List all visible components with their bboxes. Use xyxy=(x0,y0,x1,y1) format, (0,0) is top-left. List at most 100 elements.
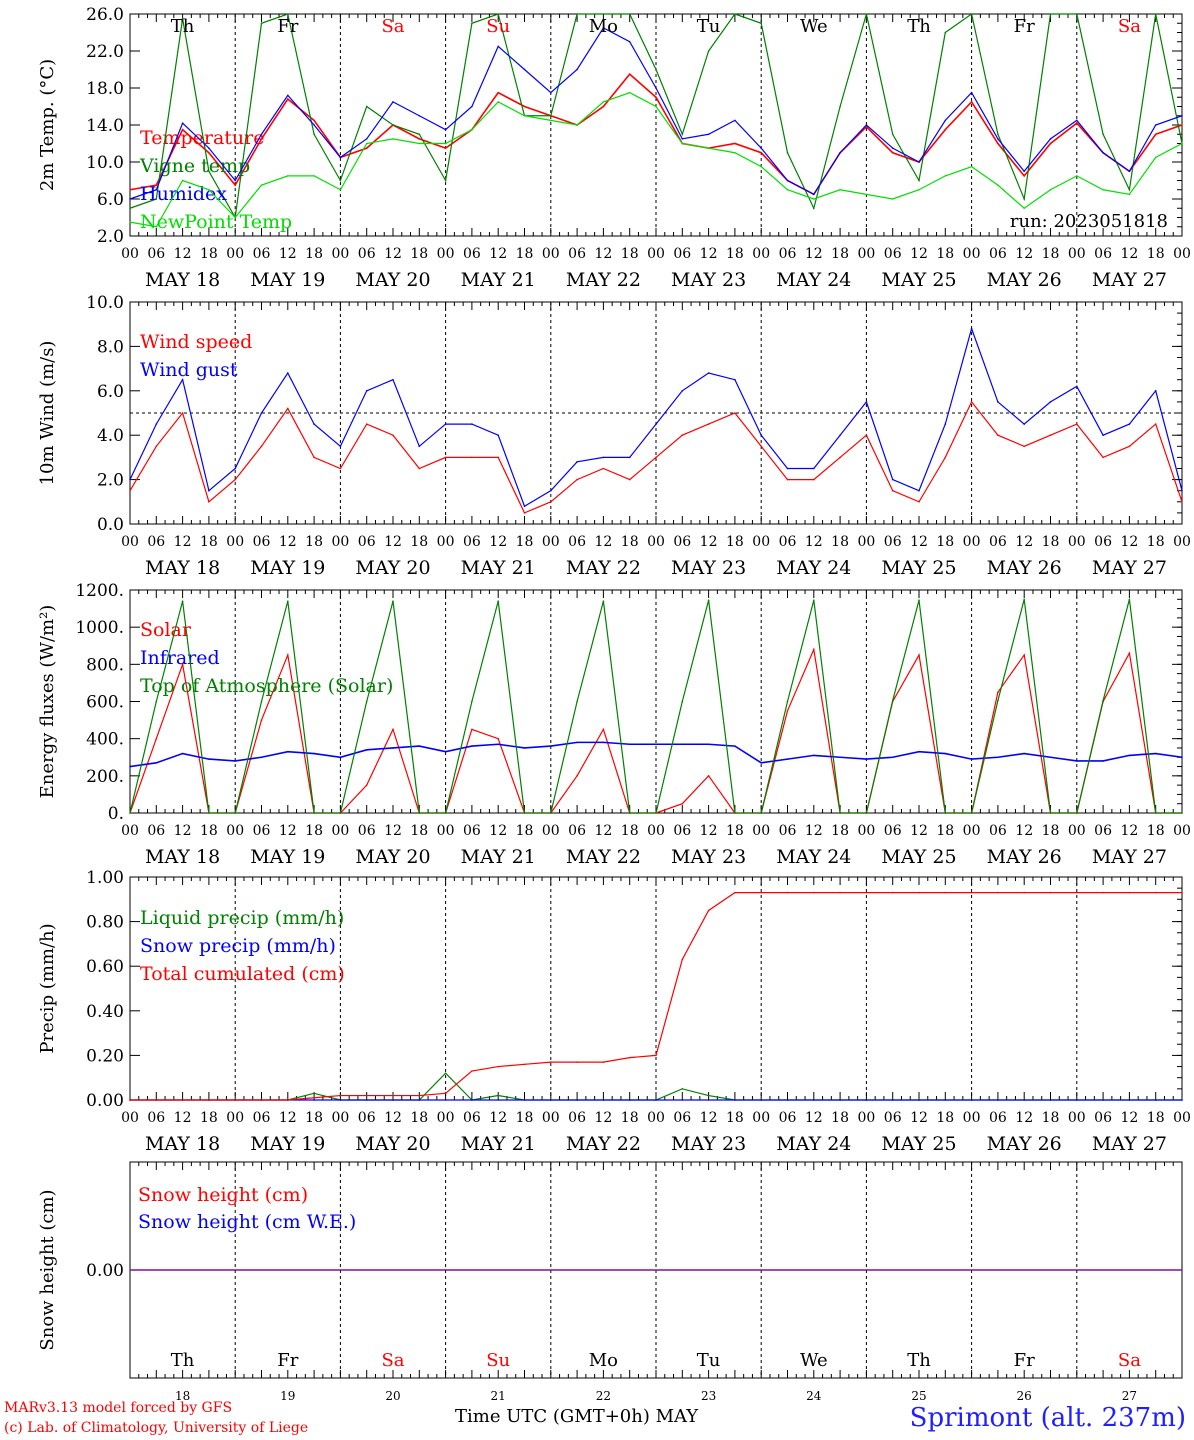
data-point xyxy=(1154,752,1157,755)
data-point xyxy=(918,161,920,163)
data-point xyxy=(786,891,789,894)
data-point xyxy=(1154,1099,1157,1101)
data-point xyxy=(813,891,815,894)
data-point xyxy=(1049,142,1052,145)
weekday-label: Tu xyxy=(697,1350,721,1371)
data-point xyxy=(813,478,815,481)
data-point xyxy=(181,128,184,131)
data-point xyxy=(707,50,710,52)
date-label: MAY 20 xyxy=(355,557,430,579)
data-point xyxy=(760,22,762,25)
hour-tick-label: 06 xyxy=(884,534,902,550)
hour-tick-label: 00 xyxy=(542,534,560,550)
hour-tick-label: 12 xyxy=(384,823,402,839)
data-point xyxy=(734,142,736,145)
data-point xyxy=(1023,170,1025,173)
data-point xyxy=(786,179,789,182)
hour-tick-label: 06 xyxy=(147,246,165,262)
data-point xyxy=(313,119,315,122)
data-point xyxy=(497,456,500,459)
legend-entry: Wind gust xyxy=(140,359,238,381)
data-point xyxy=(181,122,184,124)
data-point xyxy=(287,600,289,602)
hour-tick-label: 12 xyxy=(489,1110,507,1126)
data-point xyxy=(444,1072,447,1075)
day-number-label: 27 xyxy=(1122,1389,1137,1403)
date-label: MAY 20 xyxy=(355,269,430,291)
data-point xyxy=(786,478,789,481)
hour-tick-label: 00 xyxy=(857,1110,875,1126)
data-point xyxy=(891,147,894,149)
y-tick-label: 22.0 xyxy=(86,42,124,62)
data-point xyxy=(997,401,999,403)
legend-entry: Temperature xyxy=(140,127,264,149)
run-annotation: run: 2023051818 xyxy=(1010,211,1168,232)
data-point xyxy=(365,142,368,145)
data-point xyxy=(181,17,184,20)
data-point xyxy=(997,434,999,437)
data-point xyxy=(155,423,158,425)
data-point xyxy=(208,151,210,154)
data-point xyxy=(734,151,736,154)
data-point xyxy=(208,812,210,814)
lab-credit: (c) Lab. of Climatology, University of L… xyxy=(4,1420,309,1436)
data-point xyxy=(550,745,552,747)
data-point xyxy=(1076,423,1078,425)
data-point xyxy=(287,1099,289,1101)
hour-tick-label: 00 xyxy=(331,823,349,839)
data-point xyxy=(313,1092,315,1095)
hour-tick-label: 00 xyxy=(226,246,244,262)
data-point xyxy=(1154,133,1157,136)
data-point xyxy=(418,142,421,145)
data-point xyxy=(1154,13,1157,15)
data-point xyxy=(602,456,605,459)
weekday-label: Sa xyxy=(381,16,404,37)
legend-entry: Vigne temp xyxy=(139,155,250,177)
date-label: MAY 22 xyxy=(566,269,641,291)
data-point xyxy=(681,434,684,437)
data-point xyxy=(339,467,342,470)
data-point xyxy=(1102,434,1104,437)
date-label: MAY 25 xyxy=(881,846,956,868)
data-point xyxy=(576,1099,578,1101)
data-point xyxy=(523,505,526,508)
data-point xyxy=(287,372,289,374)
data-point xyxy=(260,1099,263,1101)
hour-tick-label: 12 xyxy=(489,534,507,550)
data-point xyxy=(786,151,789,154)
data-point xyxy=(313,812,315,814)
data-point xyxy=(865,193,868,196)
data-point xyxy=(129,221,131,223)
data-point xyxy=(1128,598,1131,601)
weekday-label: Tu xyxy=(697,16,721,37)
hour-tick-label: 00 xyxy=(121,1110,139,1126)
data-point xyxy=(655,1054,657,1057)
data-point xyxy=(155,762,158,764)
data-point xyxy=(1023,198,1025,200)
data-point xyxy=(471,700,473,703)
data-point xyxy=(392,124,394,126)
data-point xyxy=(365,147,368,149)
hour-tick-label: 18 xyxy=(305,534,323,550)
data-point xyxy=(129,489,131,492)
data-point xyxy=(444,423,447,425)
data-point xyxy=(208,1099,210,1101)
data-point xyxy=(628,1056,631,1059)
data-point xyxy=(365,105,368,108)
data-point xyxy=(681,390,684,392)
hour-tick-label: 00 xyxy=(647,823,665,839)
y-tick-label: 0. xyxy=(108,804,124,824)
data-point xyxy=(444,1092,447,1095)
data-point xyxy=(734,891,736,894)
hour-tick-label: 18 xyxy=(831,246,849,262)
data-point xyxy=(891,151,894,154)
data-point xyxy=(813,198,815,200)
data-point xyxy=(918,501,920,503)
data-point xyxy=(550,1061,552,1063)
hour-tick-label: 12 xyxy=(700,246,718,262)
hour-tick-label: 18 xyxy=(410,246,428,262)
data-point xyxy=(602,467,605,470)
hour-tick-label: 06 xyxy=(779,246,797,262)
data-point xyxy=(1102,699,1104,702)
hour-tick-label: 06 xyxy=(673,246,691,262)
